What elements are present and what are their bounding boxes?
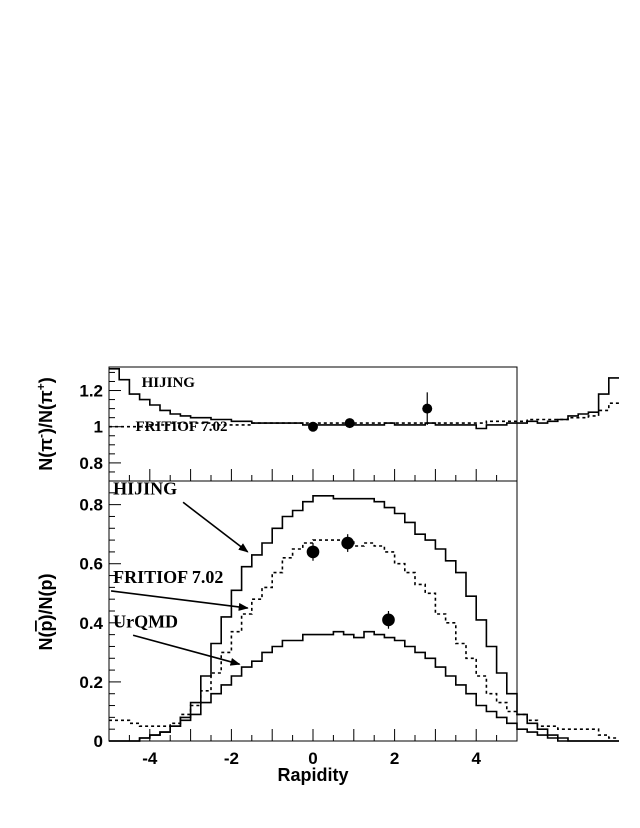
y-tick-label: 1.2 <box>79 382 103 401</box>
y-tick-label: 0.2 <box>79 673 103 692</box>
top-annotation-hijing: HIJING <box>142 375 196 391</box>
bottom-axis-ticks <box>108 480 518 742</box>
annotation-arrow <box>110 590 249 611</box>
annotation-hijing: HIJING <box>113 478 177 498</box>
top-y-axis-title: N(π-)/N(π+) <box>34 377 56 471</box>
annotation-fritiof-7-02: FRITIOF 7.02 <box>113 567 223 587</box>
data-point <box>306 545 320 559</box>
series-urqmd <box>109 630 619 742</box>
x-tick-label: -4 <box>142 749 158 768</box>
series-fritiof-7-02 <box>109 539 619 739</box>
x-tick-label: -2 <box>224 749 239 768</box>
annotation-arrow <box>182 501 249 553</box>
bottom-data-points <box>306 534 395 629</box>
x-tick-label: 4 <box>471 749 481 768</box>
data-point <box>344 418 355 429</box>
data-point <box>308 421 318 432</box>
x-axis-title: Rapidity <box>277 765 348 785</box>
series-hijing <box>109 495 619 742</box>
bottom-y-axis-title: N(p)/N(p) <box>36 574 56 651</box>
top-y-tick-labels: 0.8 1 1.2 <box>79 382 103 473</box>
y-tick-label: 1 <box>94 418 103 437</box>
top-annotation-fritiof: FRITIOF 7.02 <box>136 419 228 435</box>
data-point <box>382 613 395 627</box>
x-tick-label: 2 <box>390 749 399 768</box>
x-tick-label: 0 <box>308 749 317 768</box>
bottom-series <box>109 495 619 742</box>
y-tick-label: 0.6 <box>79 555 103 574</box>
annotation-urqmd: UrQMD <box>113 611 178 631</box>
annotation-arrow <box>132 634 241 666</box>
y-tick-label: 0.8 <box>79 454 103 473</box>
top-series <box>109 368 619 430</box>
bottom-tick-labels: 0 0.2 0.4 0.6 0.8 -4 -2 0 2 4 <box>79 496 481 768</box>
data-point <box>341 536 355 550</box>
y-tick-label: 0.4 <box>79 614 103 633</box>
top-panel: 0.8 1 1.2 HIJING FRITIOF 7.02 N(π-)/N(π+) <box>34 366 619 482</box>
series-hijing <box>109 368 619 430</box>
data-point <box>422 403 433 414</box>
y-tick-label: 0.8 <box>79 496 103 515</box>
y-tick-label: 0 <box>94 732 103 751</box>
top-data-points <box>308 392 433 432</box>
bottom-annotations: HIJING FRITIOF 7.02 UrQMD <box>110 478 249 666</box>
bottom-panel: 0 0.2 0.4 0.6 0.8 -4 -2 0 2 4 HIJING FRITIOF 7.02 U… <box>36 478 619 785</box>
series-fritiof-7-02 <box>109 402 619 428</box>
